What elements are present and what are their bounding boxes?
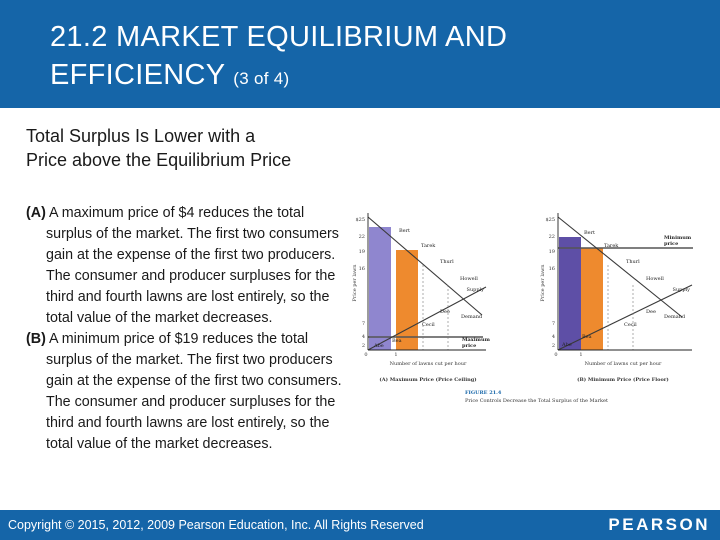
- panel-b-producer-bar-2: [581, 248, 603, 350]
- panel-a-xtick-0: 0: [364, 352, 367, 358]
- footer-bar: Copyright © 2015, 2012, 2009 Pearson Edu…: [0, 510, 720, 540]
- slide-title: 21.2 MARKET EQUILIBRIUM AND EFFICIENCY (…: [50, 18, 507, 98]
- panel-a-label-tarek: Tarek: [421, 243, 436, 249]
- panel-a-ytick-25: $25: [355, 217, 365, 223]
- panel-b-label-howell: Howell: [646, 276, 664, 282]
- panel-a-ytick-7: 7: [362, 321, 365, 327]
- panel-a-price-label-2: price: [462, 343, 476, 349]
- panel-a-ytick-22: 22: [359, 234, 365, 240]
- panel-b-ytick-22: 22: [549, 234, 555, 240]
- panel-a-ylabel: Price per lawn: [352, 264, 358, 302]
- panel-b-consumer-bar-1: [559, 237, 581, 350]
- panel-a-label-cecil: Cecil: [422, 322, 435, 328]
- slide-title-line1: 21.2 MARKET EQUILIBRIUM AND: [50, 21, 508, 53]
- panel-a: $25 22 19 16 7 4 2 0 1 Price per lawn Nu…: [352, 213, 491, 383]
- panel-b-label-thurl: Thurl: [626, 259, 640, 265]
- panel-a-label-bea: Bea: [392, 338, 402, 344]
- panel-b-ytick-16: 16: [549, 266, 555, 272]
- panel-b-ytick-7: 7: [552, 321, 555, 327]
- panel-b-label-cecil: Cecil: [624, 322, 637, 328]
- panel-b-label-abe: Abe: [561, 342, 572, 348]
- panel-b-ytick-19: 19: [549, 249, 555, 255]
- panel-b-price-label-2: price: [664, 241, 678, 247]
- figure-number: FIGURE 21.4: [465, 390, 502, 396]
- panel-a-label-bert: Bert: [399, 228, 410, 234]
- pearson-logo: PEARSON: [608, 515, 710, 534]
- panel-b-label-bea: Bea: [582, 334, 592, 340]
- panel-b-label-dee: Dee: [646, 309, 656, 315]
- panel-b-price-label-1: Minimum: [664, 235, 692, 241]
- panel-a-label-demand: Demand: [461, 314, 483, 320]
- panel-b: $25 22 19 16 7 4 2 0 1 Price per lawn Nu…: [540, 213, 693, 383]
- panel-a-label-thurl: Thurl: [440, 259, 454, 265]
- panel-b-ytick-4: 4: [552, 334, 555, 340]
- panel-b-xtick-1: 1: [579, 352, 582, 358]
- slide-title-line2: EFFICIENCY (3 of 4): [50, 56, 507, 98]
- subtitle-line1: Total Surplus Is Lower with a: [26, 126, 256, 146]
- paragraph-a-label: (A): [26, 205, 46, 221]
- panel-a-label-abe: Abe: [373, 343, 384, 349]
- copyright-text: Copyright © 2015, 2012, 2009 Pearson Edu…: [8, 518, 424, 532]
- figure-21-4: $25 22 19 16 7 4 2 0 1 Price per lawn Nu…: [348, 205, 720, 410]
- paragraph-a-text: A maximum price of $4 reduces the total …: [46, 205, 339, 326]
- panel-b-xtick-0: 0: [554, 352, 557, 358]
- slide-title-text: EFFICIENCY: [50, 59, 225, 91]
- paragraph-b: (B) A minimum price of $19 reduces the t…: [26, 329, 348, 455]
- panel-b-label-bert: Bert: [584, 230, 595, 236]
- paragraph-b-text: A minimum price of $19 reduces the total…: [46, 331, 342, 452]
- panel-b-caption: (B) Minimum Price (Price Floor): [577, 376, 669, 383]
- panel-a-label-dee: Dee: [440, 309, 450, 315]
- panel-a-producer-bar-2: [396, 250, 418, 350]
- panel-a-ytick-2: 2: [362, 343, 365, 349]
- paragraph-a: (A) A maximum price of $4 reduces the to…: [26, 203, 348, 329]
- body-text: (A) A maximum price of $4 reduces the to…: [26, 203, 348, 455]
- panel-a-price-label-1: Maximum: [462, 337, 491, 343]
- slide-title-suffix: (3 of 4): [233, 69, 290, 88]
- panel-a-consumer-bar-1: [369, 227, 391, 350]
- panel-b-supply-curve: [557, 284, 693, 351]
- panel-a-label-howell: Howell: [460, 276, 478, 282]
- slide-subtitle: Total Surplus Is Lower with a Price abov…: [26, 124, 366, 172]
- panel-b-label-tarek: Tarek: [604, 243, 619, 249]
- panel-a-supply-curve: [367, 286, 487, 351]
- panel-a-caption: (A) Maximum Price (Price Ceiling): [379, 376, 476, 383]
- panel-a-label-supply: Supply: [467, 287, 485, 293]
- panel-b-xlabel: Number of lawns cut per hour: [585, 361, 662, 367]
- panel-a-xtick-1: 1: [394, 352, 397, 358]
- panel-b-label-supply: Supply: [673, 287, 691, 293]
- panel-b-ylabel: Price per lawn: [540, 264, 546, 302]
- figure-svg: $25 22 19 16 7 4 2 0 1 Price per lawn Nu…: [352, 213, 693, 404]
- panel-a-xlabel: Number of lawns cut per hour: [390, 361, 467, 367]
- panel-a-ytick-16: 16: [359, 266, 365, 272]
- subtitle-line2: Price above the Equilibrium Price: [26, 150, 292, 170]
- title-bar: 21.2 MARKET EQUILIBRIUM AND EFFICIENCY (…: [0, 0, 720, 108]
- panel-a-ytick-19: 19: [359, 249, 365, 255]
- panel-b-ytick-2: 2: [552, 343, 555, 349]
- paragraph-b-label: (B): [26, 331, 46, 347]
- figure-caption: Price Controls Decrease the Total Surplu…: [465, 398, 608, 404]
- panel-a-ytick-4: 4: [362, 334, 365, 340]
- panel-b-label-demand: Demand: [664, 314, 686, 320]
- panel-b-ytick-25: $25: [545, 217, 555, 223]
